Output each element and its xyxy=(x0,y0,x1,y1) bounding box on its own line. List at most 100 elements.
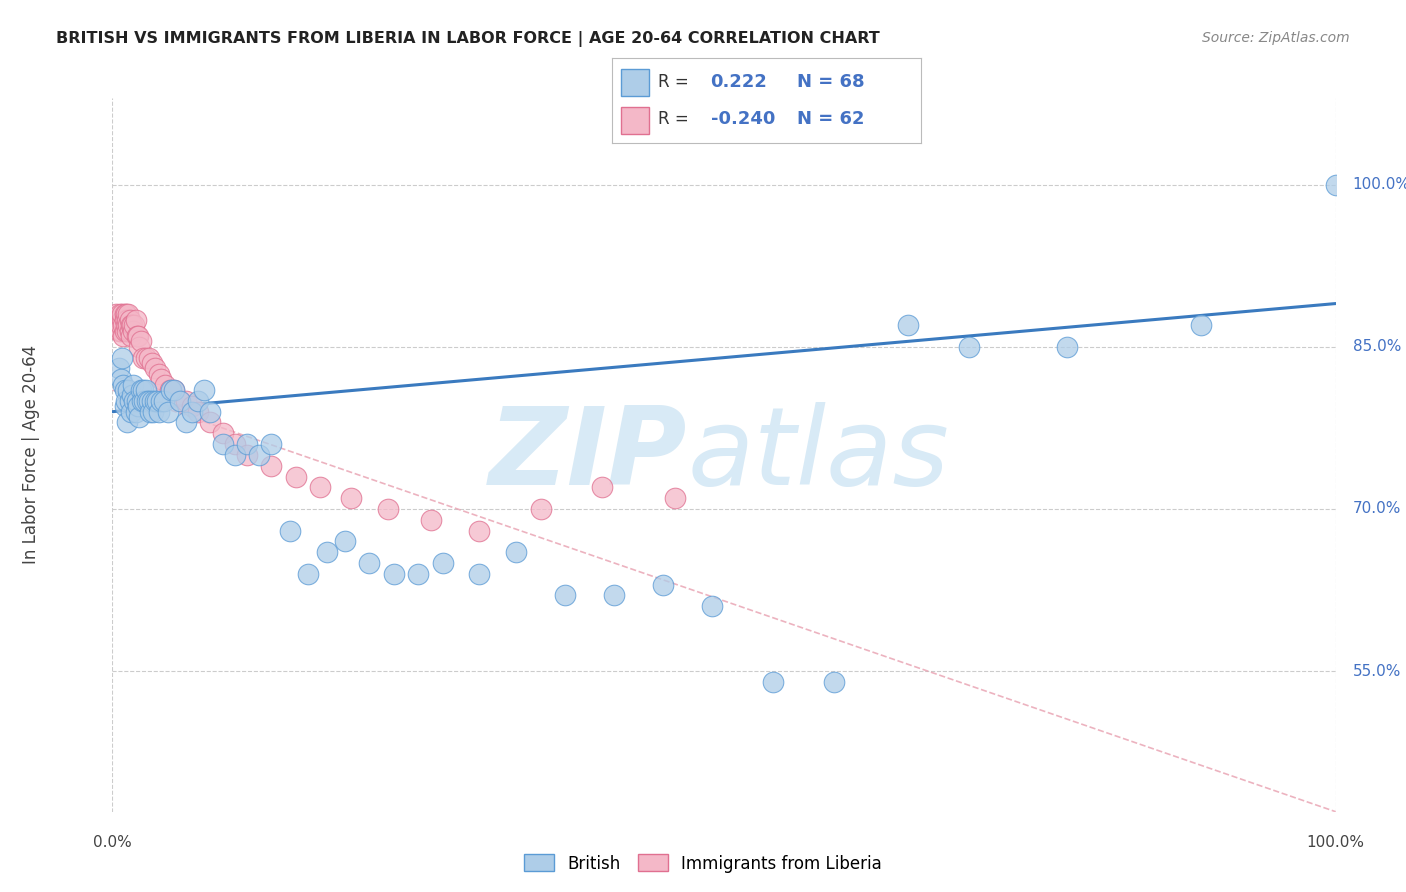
Point xyxy=(120,405,142,419)
Point xyxy=(115,318,138,333)
Point xyxy=(1324,178,1347,192)
Point xyxy=(315,545,337,559)
Point xyxy=(211,437,233,451)
Point xyxy=(419,513,441,527)
Text: 70.0%: 70.0% xyxy=(1353,501,1400,516)
Point xyxy=(138,351,160,365)
Point xyxy=(260,458,283,473)
Point xyxy=(156,405,179,419)
Point xyxy=(132,351,155,365)
Text: In Labor Force | Age 20-64: In Labor Force | Age 20-64 xyxy=(22,345,39,565)
Point xyxy=(163,383,186,397)
Point xyxy=(115,393,138,408)
Point xyxy=(591,480,613,494)
Point xyxy=(957,340,980,354)
Point xyxy=(823,675,845,690)
Point xyxy=(897,318,920,333)
Point xyxy=(105,307,128,321)
Point xyxy=(284,469,308,483)
Text: R =: R = xyxy=(658,110,689,128)
Point xyxy=(115,307,138,321)
Point xyxy=(224,437,246,451)
Point xyxy=(107,361,129,376)
Point xyxy=(115,312,138,326)
Point xyxy=(143,393,166,408)
FancyBboxPatch shape xyxy=(621,107,648,134)
Point xyxy=(143,361,166,376)
Point xyxy=(554,589,576,603)
Point xyxy=(134,393,156,408)
Point xyxy=(762,675,785,690)
Point xyxy=(200,405,222,419)
Point xyxy=(181,405,204,419)
Point xyxy=(187,393,209,408)
Point xyxy=(129,334,152,349)
Point xyxy=(359,556,381,570)
Point xyxy=(200,416,222,430)
Point xyxy=(114,312,136,326)
Point xyxy=(148,405,170,419)
Point xyxy=(138,393,160,408)
Text: N = 62: N = 62 xyxy=(797,110,865,128)
Point xyxy=(124,318,146,333)
Point xyxy=(159,383,181,397)
Point xyxy=(108,307,131,321)
Point xyxy=(163,383,186,397)
Point xyxy=(382,566,405,581)
Text: 100.0%: 100.0% xyxy=(1306,836,1365,850)
Text: atlas: atlas xyxy=(688,402,949,508)
Point xyxy=(117,383,139,397)
Point xyxy=(153,393,176,408)
Point xyxy=(236,448,259,462)
Point xyxy=(127,399,149,413)
Point xyxy=(107,324,129,338)
Point xyxy=(111,351,134,365)
Point xyxy=(236,437,259,451)
Point xyxy=(121,388,143,402)
Point xyxy=(193,383,215,397)
Point xyxy=(408,566,430,581)
FancyBboxPatch shape xyxy=(621,69,648,96)
Text: 85.0%: 85.0% xyxy=(1353,339,1400,354)
Point xyxy=(700,599,723,614)
Point xyxy=(118,312,141,326)
Point xyxy=(278,524,301,538)
Point xyxy=(181,399,204,413)
Point xyxy=(117,307,139,321)
Point xyxy=(128,410,150,425)
Point xyxy=(108,318,131,333)
Point xyxy=(118,324,141,338)
Text: 55.0%: 55.0% xyxy=(1353,664,1400,679)
Point xyxy=(110,324,132,338)
Point xyxy=(131,393,153,408)
Point xyxy=(115,416,138,430)
Point xyxy=(134,383,156,397)
Point xyxy=(297,566,319,581)
Point xyxy=(333,534,356,549)
Point xyxy=(150,393,173,408)
Point xyxy=(122,377,145,392)
Point xyxy=(169,393,191,408)
Point xyxy=(112,318,135,333)
Point xyxy=(139,405,162,419)
Point xyxy=(468,566,491,581)
Point xyxy=(309,480,332,494)
Point xyxy=(169,393,191,408)
Point xyxy=(114,324,136,338)
Legend: British, Immigrants from Liberia: British, Immigrants from Liberia xyxy=(517,847,889,880)
Point xyxy=(118,393,141,408)
Text: BRITISH VS IMMIGRANTS FROM LIBERIA IN LABOR FORCE | AGE 20-64 CORRELATION CHART: BRITISH VS IMMIGRANTS FROM LIBERIA IN LA… xyxy=(56,31,880,47)
Point xyxy=(105,312,128,326)
Point xyxy=(128,340,150,354)
Point xyxy=(121,318,143,333)
Point xyxy=(187,405,209,419)
Point xyxy=(135,393,157,408)
Point xyxy=(505,545,527,559)
Point xyxy=(529,502,551,516)
Text: 0.0%: 0.0% xyxy=(93,836,132,850)
Point xyxy=(125,405,148,419)
Point xyxy=(111,307,134,321)
Point xyxy=(107,312,129,326)
Point xyxy=(153,377,176,392)
Point xyxy=(110,318,132,333)
